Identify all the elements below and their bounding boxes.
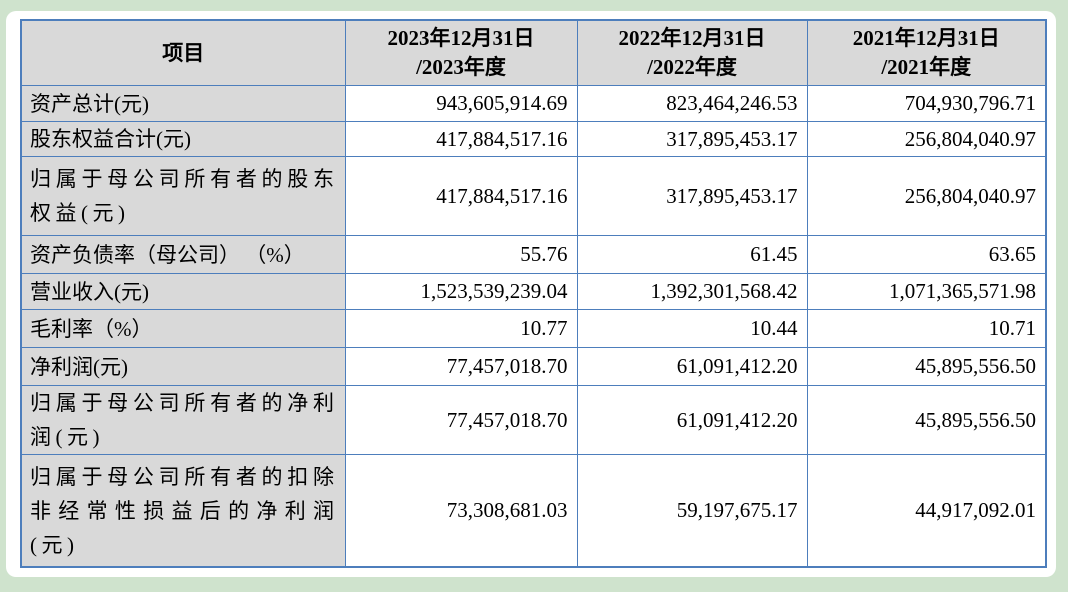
value-parent-net-profit-2023: 77,457,018.70 [344,385,578,455]
value-parent-net-profit-excl-nonrecurring-2022: 59,197,675.17 [576,454,808,568]
value-debt-ratio-2023: 55.76 [344,235,578,274]
column-header-2023-line2: /2023年度 [416,55,506,79]
value-parent-net-profit-2021: 45,895,556.50 [806,385,1047,455]
table-row: 归属于母公司所有者的净利润(元) 77,457,018.70 61,091,41… [20,385,1047,455]
value-total-equity-2022: 317,895,453.17 [576,121,808,157]
financial-summary-table: 项目 2023年12月31日 /2023年度 2022年12月31日 /2022… [20,19,1047,568]
value-gross-margin-2022: 10.44 [576,309,808,348]
table-row: 净利润(元) 77,457,018.70 61,091,412.20 45,89… [20,347,1047,386]
column-header-2021: 2021年12月31日 /2021年度 [806,19,1047,86]
table-row: 营业收入(元) 1,523,539,239.04 1,392,301,568.4… [20,273,1047,310]
row-label-parent-equity: 归属于母公司所有者的股东权益(元) [20,156,346,236]
column-header-item: 项目 [20,19,346,86]
document-page: 项目 2023年12月31日 /2023年度 2022年12月31日 /2022… [6,11,1056,577]
table-row: 归属于母公司所有者的股东权益(元) 417,884,517.16 317,895… [20,156,1047,236]
value-total-assets-2023: 943,605,914.69 [344,85,578,122]
column-header-2022: 2022年12月31日 /2022年度 [576,19,808,86]
table-header-row: 项目 2023年12月31日 /2023年度 2022年12月31日 /2022… [20,19,1047,86]
value-revenue-2022: 1,392,301,568.42 [576,273,808,310]
value-net-profit-2022: 61,091,412.20 [576,347,808,386]
column-header-item-label: 项目 [162,40,205,65]
row-label-total-equity: 股东权益合计(元) [20,121,346,157]
value-parent-equity-2023: 417,884,517.16 [344,156,578,236]
value-total-equity-2021: 256,804,040.97 [806,121,1047,157]
value-total-assets-2022: 823,464,246.53 [576,85,808,122]
value-parent-equity-2021: 256,804,040.97 [806,156,1047,236]
column-header-2022-line2: /2022年度 [647,55,737,79]
value-net-profit-2021: 45,895,556.50 [806,347,1047,386]
column-header-2022-line1: 2022年12月31日 [618,26,766,50]
value-total-assets-2021: 704,930,796.71 [806,85,1047,122]
column-header-2023: 2023年12月31日 /2023年度 [344,19,578,86]
row-label-total-assets: 资产总计(元) [20,85,346,122]
value-total-equity-2023: 417,884,517.16 [344,121,578,157]
table-row: 毛利率（%） 10.77 10.44 10.71 [20,309,1047,348]
table-row: 归属于母公司所有者的扣除非经常性损益后的净利润(元) 73,308,681.03… [20,454,1047,568]
value-revenue-2021: 1,071,365,571.98 [806,273,1047,310]
value-gross-margin-2021: 10.71 [806,309,1047,348]
value-parent-net-profit-2022: 61,091,412.20 [576,385,808,455]
table-row: 资产总计(元) 943,605,914.69 823,464,246.53 70… [20,85,1047,122]
column-header-2021-line2: /2021年度 [881,55,972,79]
table-row: 资产负债率（母公司） （%） 55.76 61.45 63.65 [20,235,1047,274]
value-revenue-2023: 1,523,539,239.04 [344,273,578,310]
value-parent-net-profit-excl-nonrecurring-2023: 73,308,681.03 [344,454,578,568]
row-label-parent-net-profit-excl-nonrecurring: 归属于母公司所有者的扣除非经常性损益后的净利润(元) [20,454,346,568]
value-net-profit-2023: 77,457,018.70 [344,347,578,386]
column-header-2021-line1: 2021年12月31日 [852,26,1000,50]
value-parent-equity-2022: 317,895,453.17 [576,156,808,236]
value-debt-ratio-2022: 61.45 [576,235,808,274]
value-parent-net-profit-excl-nonrecurring-2021: 44,917,092.01 [806,454,1047,568]
row-label-debt-ratio: 资产负债率（母公司） （%） [20,235,346,274]
table-row: 股东权益合计(元) 417,884,517.16 317,895,453.17 … [20,121,1047,157]
row-label-net-profit: 净利润(元) [20,347,346,386]
row-label-gross-margin: 毛利率（%） [20,309,346,348]
row-label-revenue: 营业收入(元) [20,273,346,310]
row-label-parent-net-profit: 归属于母公司所有者的净利润(元) [20,385,346,455]
column-header-2023-line1: 2023年12月31日 [387,26,535,50]
value-debt-ratio-2021: 63.65 [806,235,1047,274]
value-gross-margin-2023: 10.77 [344,309,578,348]
